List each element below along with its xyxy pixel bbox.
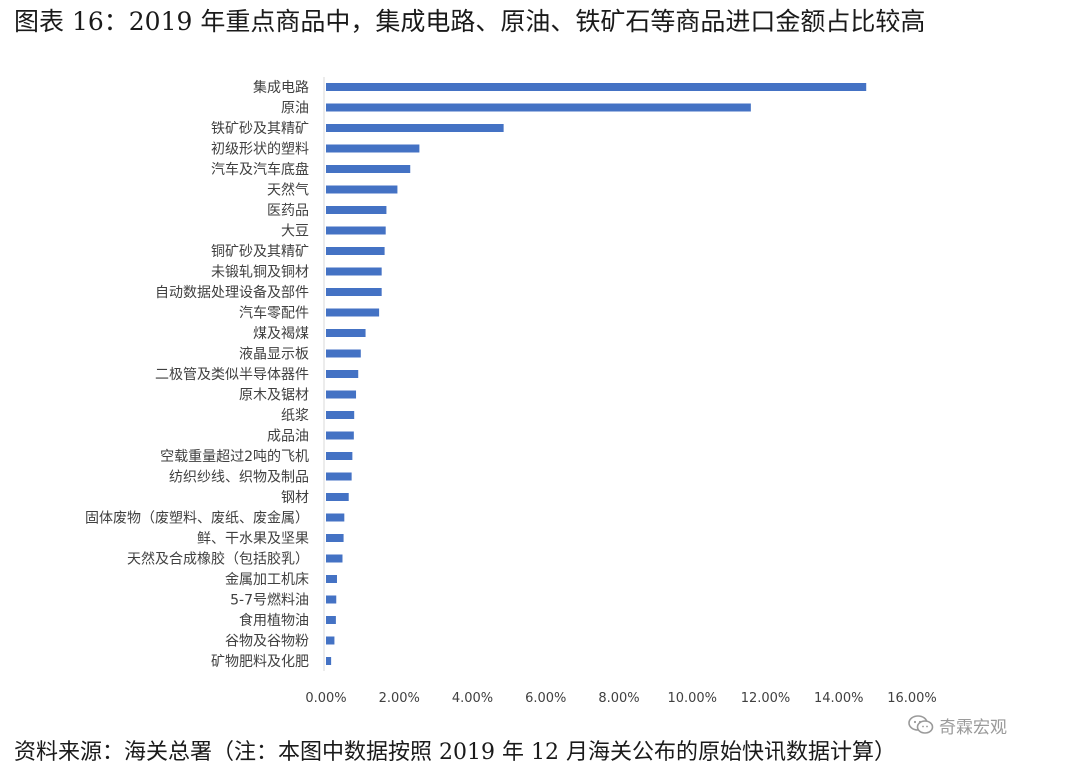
bar — [326, 534, 344, 542]
bar — [326, 472, 352, 481]
bar — [326, 657, 332, 665]
x-tick-label: 4.00% — [452, 691, 493, 706]
category-label: 食用植物油 — [239, 612, 309, 629]
category-label: 鲜、干水果及坚果 — [197, 531, 309, 547]
chart-title: 图表 16：2019 年重点商品中，集成电路、原油、铁矿石等商品进口金额占比较高 — [14, 7, 926, 36]
watermark: 奇霖宏观 — [908, 712, 1007, 738]
category-label: 谷物及谷物粉 — [225, 634, 309, 650]
bar — [326, 144, 420, 153]
x-tick-label: 14.00% — [814, 691, 864, 706]
x-tick-labels: 0.00% 2.00% 4.00% 6.00% 8.00% 10.00% 12.00% 14.… — [305, 691, 936, 706]
category-label: 铜矿砂及其精矿 — [211, 244, 309, 260]
category-label: 医药品 — [267, 203, 309, 219]
category-label: 铁矿砂及其精矿 — [211, 121, 309, 137]
bar — [326, 103, 751, 112]
category-label: 汽车及汽车底盘 — [211, 161, 309, 178]
x-tick-label: 12.00% — [741, 691, 791, 706]
bar — [326, 83, 867, 91]
bar — [326, 636, 335, 645]
category-label: 金属加工机床 — [225, 572, 309, 588]
category-labels: 集成电路原油铁矿砂及其精矿初级形状的塑料汽车及汽车底盘天然气医药品大豆铜矿砂及其… — [85, 79, 309, 670]
bar — [326, 616, 336, 624]
category-label: 矿物肥料及化肥 — [211, 654, 309, 670]
bar — [326, 575, 337, 583]
bar — [326, 411, 355, 419]
bar — [326, 349, 361, 358]
watermark-text: 奇霖宏观 — [939, 717, 1007, 738]
category-label: 自动数据处理设备及部件 — [155, 284, 309, 301]
bar — [326, 493, 349, 501]
category-label: 集成电路 — [253, 79, 309, 96]
category-label: 天然气 — [267, 182, 309, 199]
category-label: 汽车零配件 — [239, 305, 309, 322]
bar — [326, 595, 337, 604]
wechat-icon — [908, 715, 934, 734]
x-tick-label: 0.00% — [305, 691, 346, 706]
category-label: 大豆 — [281, 224, 309, 240]
bar — [326, 431, 354, 440]
category-label: 成品油 — [267, 429, 309, 445]
bar — [326, 185, 398, 194]
x-tick-label: 8.00% — [598, 691, 639, 706]
bars-group — [326, 83, 867, 665]
category-label: 煤及褐煤 — [253, 326, 309, 342]
category-label: 纸浆 — [281, 408, 309, 424]
category-label: 钢材 — [281, 490, 309, 506]
bar — [326, 267, 382, 276]
bar — [326, 554, 343, 563]
category-label: 初级形状的塑料 — [211, 141, 309, 158]
x-tick-label: 6.00% — [525, 691, 566, 706]
category-label: 纺织纱线、织物及制品 — [169, 470, 309, 486]
bar — [326, 124, 504, 132]
bar — [326, 165, 411, 173]
category-label: 空载重量超过2吨的飞机 — [160, 449, 309, 465]
bar — [326, 370, 359, 378]
bar — [326, 247, 385, 255]
bar — [326, 206, 387, 214]
x-tick-label: 16.00% — [887, 691, 937, 706]
x-tick-label: 2.00% — [379, 691, 420, 706]
category-label: 原油 — [281, 101, 309, 117]
category-label: 液晶显示板 — [239, 347, 309, 363]
category-label: 原木及锯材 — [239, 388, 309, 404]
category-label: 二极管及类似半导体器件 — [155, 367, 309, 383]
x-tick-label: 10.00% — [667, 691, 717, 706]
bar — [326, 390, 357, 399]
category-label: 5-7号燃料油 — [230, 592, 309, 609]
category-label: 未锻轧铜及铜材 — [211, 265, 309, 281]
bar — [326, 452, 353, 460]
source-note: 资料来源：海关总署（注：本图中数据按照 2019 年 12 月海关公布的原始快讯… — [14, 740, 896, 765]
bar — [326, 308, 380, 317]
category-label: 固体废物（废塑料、废纸、废金属） — [85, 511, 309, 527]
bar — [326, 288, 382, 296]
bar — [326, 513, 345, 522]
bar — [326, 329, 366, 337]
category-label: 天然及合成橡胶（包括胶乳） — [127, 551, 309, 568]
bar — [326, 226, 386, 235]
